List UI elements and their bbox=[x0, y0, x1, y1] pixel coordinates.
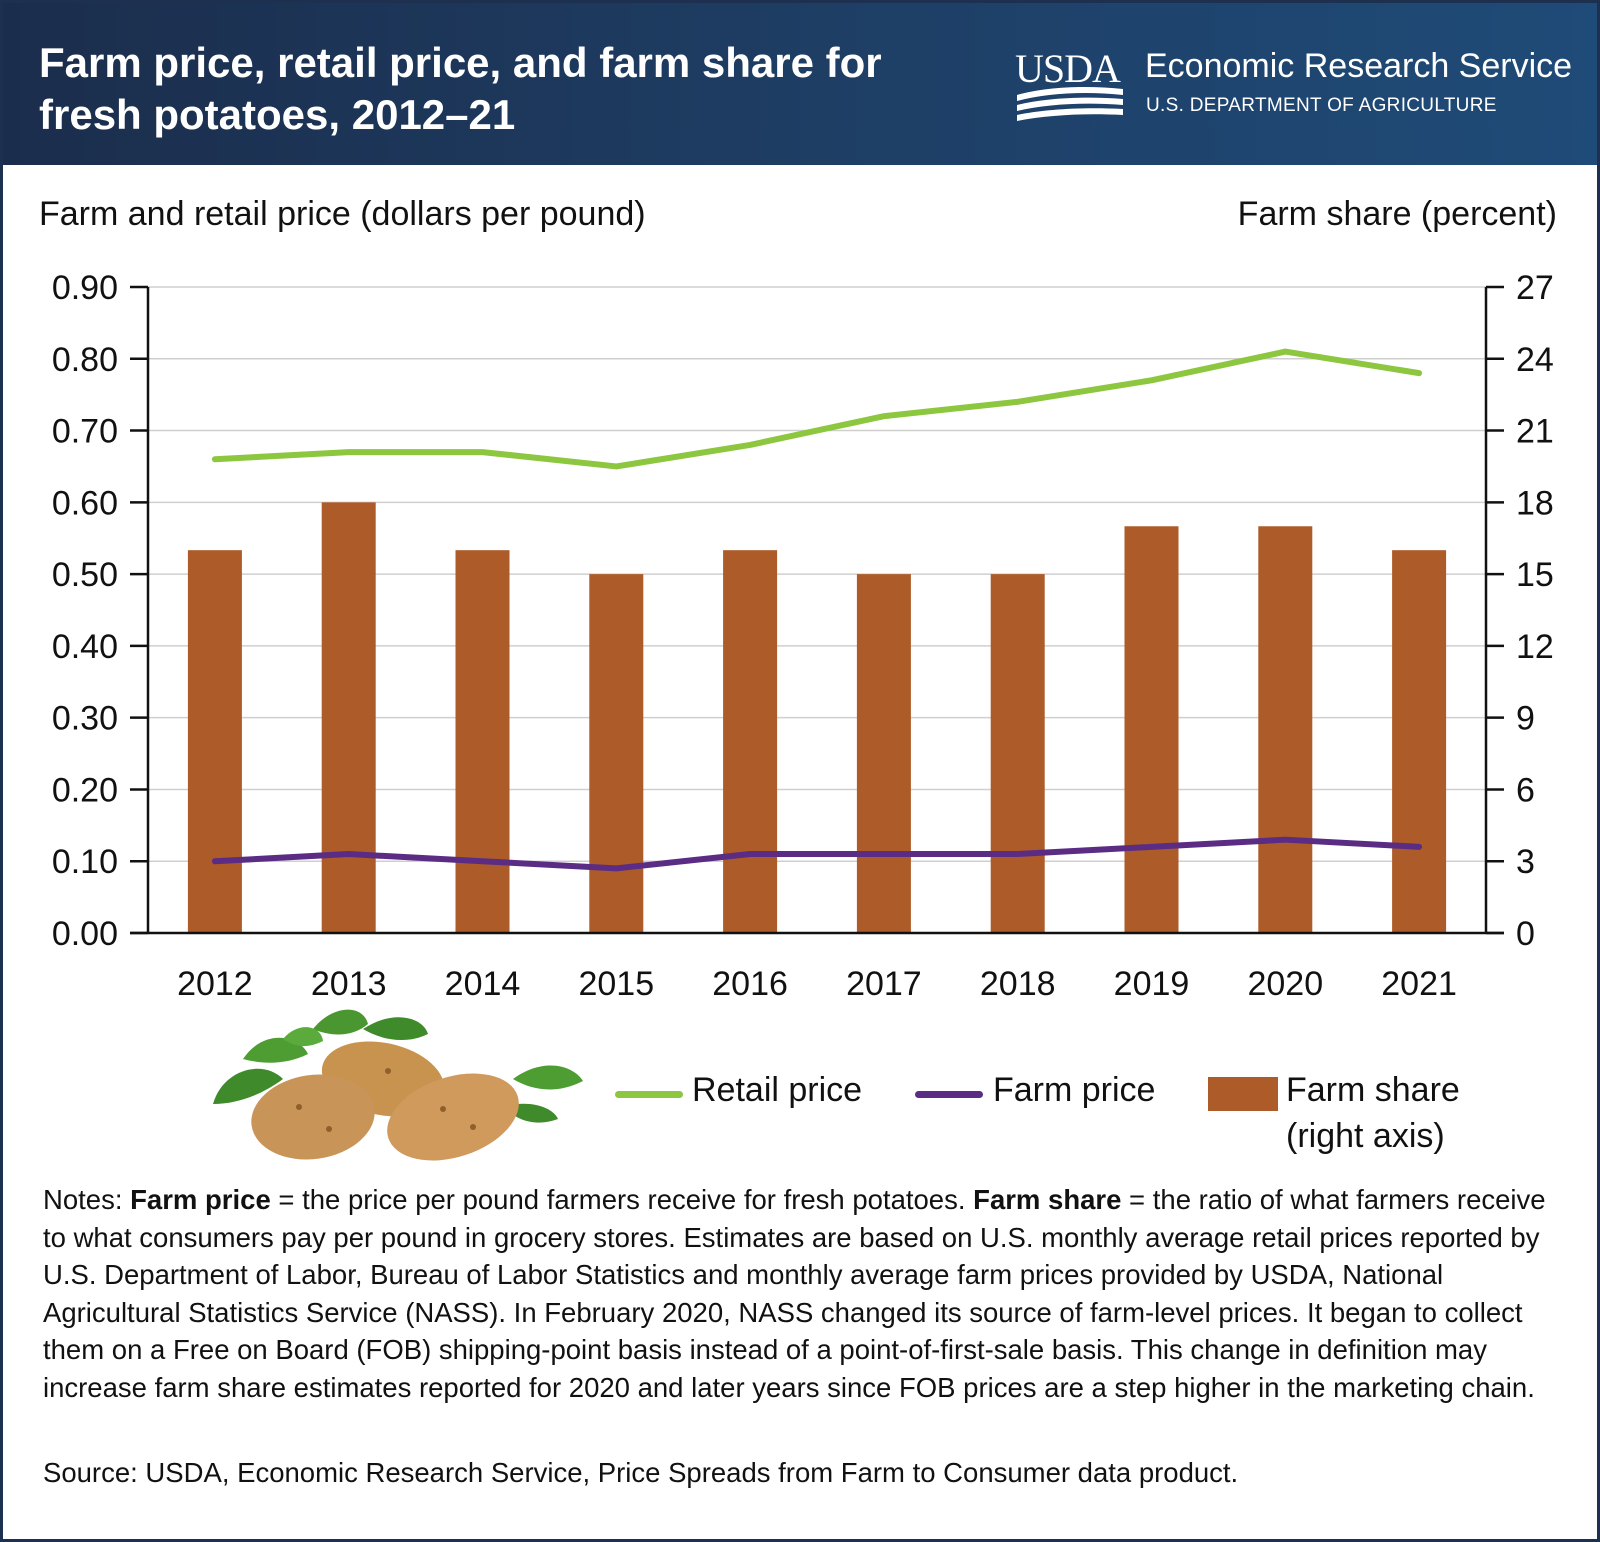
retail-price-line-point bbox=[615, 465, 618, 468]
right-axis-tick-label: 21 bbox=[1516, 413, 1554, 451]
farm-price-line-point bbox=[1418, 845, 1421, 848]
notes-def-farm-share: = the ratio of what farmers receive to w… bbox=[43, 1184, 1546, 1403]
farm-share-bar bbox=[1124, 526, 1179, 933]
retail-price-line-point bbox=[481, 451, 484, 454]
left-axis-tick-label: 0.20 bbox=[52, 771, 118, 809]
farm-price-line-point bbox=[1284, 838, 1287, 841]
farm-share-bar bbox=[455, 550, 510, 933]
left-axis-tick-label: 0.80 bbox=[52, 341, 118, 379]
potato-illustration bbox=[213, 1009, 583, 1161]
usda-wordmark: USDA bbox=[1015, 46, 1121, 91]
left-axis-title: Farm and retail price (dollars per pound… bbox=[39, 195, 646, 233]
farm-price-line-point bbox=[882, 853, 885, 856]
left-axis-tick-label: 0.00 bbox=[52, 915, 118, 953]
farm-price-line-point bbox=[1150, 845, 1153, 848]
right-axis-tick-label: 24 bbox=[1516, 341, 1554, 379]
right-axis-tick-label: 6 bbox=[1516, 771, 1535, 809]
farm-price-line-point bbox=[615, 867, 618, 870]
retail-price-line-point bbox=[749, 443, 752, 446]
potato-icon bbox=[251, 1041, 519, 1161]
x-axis-tick-label: 2016 bbox=[712, 965, 788, 1003]
legend-share-sublabel: (right axis) bbox=[1286, 1117, 1445, 1155]
x-axis-tick-label: 2017 bbox=[846, 965, 922, 1003]
farm-price-line-point bbox=[1016, 853, 1019, 856]
left-axis-tick-label: 0.70 bbox=[52, 413, 118, 451]
right-axis-tick-label: 9 bbox=[1516, 700, 1535, 738]
farm-price-line bbox=[211, 836, 1423, 872]
legend-retail-label: Retail price bbox=[692, 1071, 863, 1109]
retail-price-line-point bbox=[1150, 379, 1153, 382]
legend-share-label: Farm share bbox=[1286, 1071, 1460, 1109]
usda-ers-logo: USDA Economic Research Service U.S. DEPA… bbox=[1015, 43, 1585, 133]
farm-price-line-point bbox=[347, 853, 350, 856]
retail-price-line-point bbox=[1418, 372, 1421, 375]
usda-field-stripes-icon bbox=[1017, 87, 1123, 121]
farm-price-line-point bbox=[213, 860, 216, 863]
farm-share-bar bbox=[589, 574, 644, 933]
notes: Notes: Farm price = the price per pound … bbox=[43, 1181, 1563, 1407]
axes bbox=[130, 285, 1504, 935]
legend-share-swatch bbox=[1208, 1077, 1278, 1111]
left-axis-tick-label: 0.30 bbox=[52, 700, 118, 738]
chart-plot: 0.00 0.10 0.20 0.30 0.40 0.50 0.60 0.70 0.80 0.90… bbox=[52, 269, 1554, 1003]
right-axis-tick-label: 27 bbox=[1516, 269, 1554, 307]
source-note: Source: USDA, Economic Research Service,… bbox=[43, 1457, 1239, 1488]
right-axis-tick-label: 3 bbox=[1516, 843, 1535, 881]
x-axis-tick-label: 2020 bbox=[1247, 965, 1323, 1003]
chart-title: Farm price, retail price, and farm share… bbox=[39, 39, 882, 138]
notes-prefix: Notes: bbox=[43, 1184, 131, 1215]
header-banner: Farm price, retail price, and farm share… bbox=[3, 3, 1597, 165]
farm-share-bar bbox=[1392, 550, 1447, 933]
retail-price-line bbox=[211, 348, 1423, 470]
retail-price-line-point bbox=[1016, 400, 1019, 403]
legend-farm-label: Farm price bbox=[993, 1071, 1156, 1109]
agency-name: Economic Research Service bbox=[1145, 47, 1573, 85]
legend-farm-swatch bbox=[915, 1091, 983, 1098]
x-axis-tick-label: 2015 bbox=[578, 965, 654, 1003]
farm-share-bar bbox=[856, 574, 911, 933]
tick-labels: 0.00 0.10 0.20 0.30 0.40 0.50 0.60 0.70 0.80 0.90… bbox=[52, 269, 1554, 1003]
retail-price-line-point bbox=[882, 415, 885, 418]
farm-share-bar bbox=[321, 502, 376, 933]
right-axis-tick-label: 0 bbox=[1516, 915, 1535, 953]
right-axis-title: Farm share (percent) bbox=[1237, 195, 1557, 233]
right-axis-tick-label: 12 bbox=[1516, 628, 1554, 666]
retail-price-line-point bbox=[213, 458, 216, 461]
notes-def-farm-price: = the price per pound farmers receive fo… bbox=[270, 1184, 974, 1215]
x-axis-tick-label: 2012 bbox=[177, 965, 253, 1003]
legend: Retail price Farm price Farm share (righ… bbox=[3, 1065, 1597, 1155]
left-axis-tick-label: 0.50 bbox=[52, 556, 118, 594]
x-axis-tick-label: 2014 bbox=[445, 965, 521, 1003]
farm-share-bars bbox=[187, 502, 1447, 933]
farm-share-bar bbox=[187, 550, 242, 933]
department-name: U.S. DEPARTMENT OF AGRICULTURE bbox=[1146, 95, 1497, 116]
retail-price-line-point bbox=[347, 451, 350, 454]
legend-retail-swatch bbox=[615, 1091, 683, 1098]
price-lines bbox=[211, 348, 1423, 872]
right-axis-tick-label: 15 bbox=[1516, 556, 1554, 594]
x-axis-tick-label: 2019 bbox=[1114, 965, 1190, 1003]
x-axis-tick-label: 2021 bbox=[1381, 965, 1457, 1003]
left-axis-tick-label: 0.60 bbox=[52, 484, 118, 522]
farm-share-bar bbox=[723, 550, 778, 933]
left-axis-tick-label: 0.90 bbox=[52, 269, 118, 307]
farm-price-line-point bbox=[749, 853, 752, 856]
farm-share-bar bbox=[1258, 526, 1313, 933]
notes-term-farm-share: Farm share bbox=[973, 1184, 1122, 1215]
notes-term-farm-price: Farm price bbox=[130, 1184, 271, 1215]
left-axis-tick-label: 0.40 bbox=[52, 628, 118, 666]
x-axis-tick-label: 2013 bbox=[311, 965, 387, 1003]
retail-price-line-point bbox=[1284, 350, 1287, 353]
x-axis-tick-label: 2018 bbox=[980, 965, 1056, 1003]
farm-share-bar bbox=[990, 574, 1045, 933]
usda-logo-icon: USDA bbox=[1015, 43, 1127, 123]
right-axis-tick-label: 18 bbox=[1516, 484, 1554, 522]
farm-price-line-point bbox=[481, 860, 484, 863]
left-axis-tick-label: 0.10 bbox=[52, 843, 118, 881]
